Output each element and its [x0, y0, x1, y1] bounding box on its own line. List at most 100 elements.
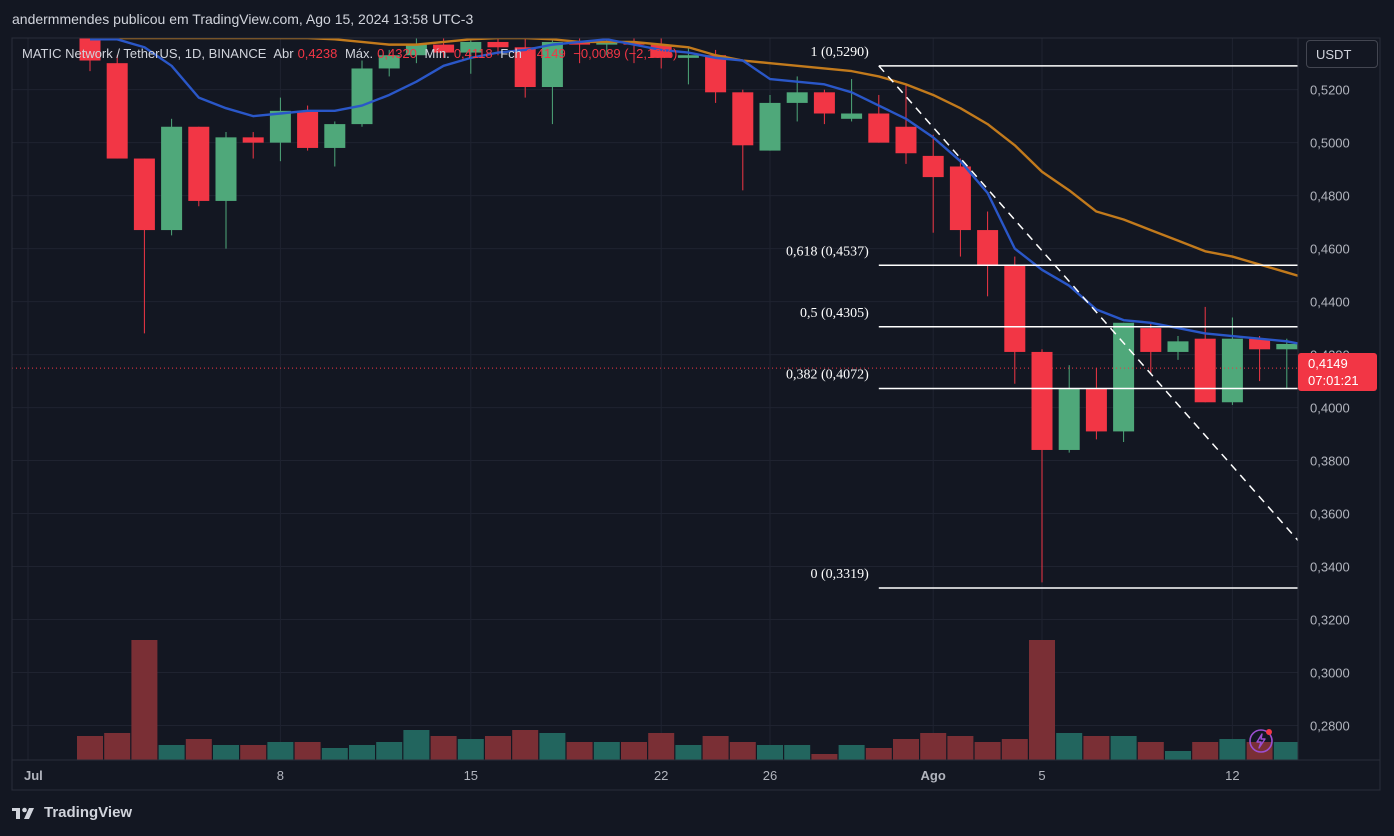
- legend-symbol: MATIC Network / TetherUS, 1D, BINANCE: [22, 46, 267, 61]
- legend-open-label: Abr: [273, 46, 294, 61]
- candle-body: [405, 44, 427, 56]
- candle-body: [133, 158, 155, 231]
- time-axis-tick-label: Ago: [921, 768, 946, 783]
- last-price-countdown: 07:01:21: [1308, 373, 1359, 388]
- time-axis-tick-label: 15: [464, 768, 478, 783]
- volume-bar: [294, 742, 321, 760]
- currency-button[interactable]: USDT: [1306, 40, 1378, 68]
- fib-level-label: 0,382 (0,4072): [786, 367, 869, 382]
- legend-low: 0,4118: [453, 46, 493, 61]
- candle-body: [759, 102, 781, 151]
- candle-body: [269, 110, 291, 143]
- candle-body: [1058, 389, 1080, 450]
- time-axis-tick-label: 12: [1225, 768, 1239, 783]
- candle-body: [977, 230, 999, 265]
- candle-body: [895, 126, 917, 154]
- fib-trend-line: [878, 65, 1298, 542]
- volume-bar: [865, 748, 892, 760]
- candle-body: [161, 126, 183, 231]
- price-axis-tick-label: 0,3200: [1310, 613, 1350, 628]
- volume-bar: [729, 742, 756, 760]
- volume-bar: [675, 745, 702, 760]
- volume-bar: [1273, 742, 1298, 760]
- volume-bar: [77, 736, 103, 760]
- tradingview-logo-icon: [12, 807, 34, 819]
- fib-level-label: 0 (0,3319): [810, 567, 869, 582]
- chart-border: [11, 37, 1381, 791]
- volume-bar: [376, 742, 403, 760]
- volume-bar: [104, 733, 131, 760]
- candle-body: [215, 137, 237, 201]
- price-axis-tick-label: 0,4600: [1310, 242, 1350, 257]
- candle-body: [1031, 351, 1053, 450]
- volume-bar: [485, 736, 511, 760]
- volume-bar: [566, 742, 593, 760]
- volume-bar: [349, 745, 375, 760]
- volume-bar: [185, 739, 212, 760]
- symbol-legend[interactable]: MATIC Network / TetherUS, 1D, BINANCE Ab…: [22, 46, 681, 61]
- volume-bar: [893, 739, 919, 760]
- candle-body: [705, 55, 727, 93]
- volume-bar: [1165, 751, 1191, 760]
- candle-body: [677, 55, 699, 58]
- candle-body: [297, 110, 319, 148]
- volume-bar: [1056, 733, 1083, 760]
- volume-bar: [947, 736, 974, 760]
- tradingview-brand: TradingView: [44, 804, 133, 821]
- price-axis-tick-label: 0,3800: [1310, 454, 1350, 469]
- last-price-value: 0,4149: [1308, 356, 1348, 371]
- volume-bar: [213, 745, 239, 760]
- volume-bar: [757, 745, 783, 760]
- time-axis-tick-label: Jul: [24, 768, 43, 783]
- candle-body: [1085, 389, 1107, 432]
- volume-bar: [430, 736, 457, 760]
- volume-bar: [702, 736, 729, 760]
- candle-body: [324, 124, 346, 148]
- candle-body: [732, 92, 754, 146]
- time-axis-tick-label: 26: [763, 768, 777, 783]
- legend-low-label: Mín.: [424, 46, 450, 61]
- last-price-tag: 0,4149 07:01:21: [1298, 353, 1377, 391]
- volume-bar: [512, 730, 539, 760]
- candle-body: [949, 166, 971, 231]
- candle-body: [541, 41, 563, 88]
- candle-body: [106, 63, 128, 159]
- candle-body: [1221, 338, 1243, 403]
- volume-bar: [158, 745, 185, 760]
- volume-bar: [321, 748, 348, 760]
- candle-body: [79, 38, 101, 61]
- price-axis-tick-label: 0,5000: [1310, 136, 1350, 151]
- flash-icon[interactable]: [1248, 728, 1274, 754]
- legend-high: 0,4320: [377, 46, 417, 61]
- plot-layer: [12, 38, 1298, 760]
- volume-bar: [1246, 742, 1273, 760]
- candle-body: [596, 41, 618, 45]
- volume-bar: [1001, 739, 1028, 760]
- volume-bar: [920, 733, 947, 760]
- volume-bar: [131, 640, 158, 760]
- candle-body: [922, 155, 944, 178]
- time-axis-tick-label: 8: [277, 768, 284, 783]
- volume-bar: [403, 730, 430, 760]
- candle-body: [569, 41, 591, 45]
- candle-body: [351, 68, 373, 125]
- volume-bar: [1219, 739, 1246, 760]
- volume-bar: [539, 733, 566, 760]
- legend-open: 0,4238: [297, 46, 338, 61]
- volume-bar: [593, 742, 620, 760]
- candle-body: [378, 55, 400, 69]
- tradingview-logo[interactable]: TradingView: [12, 804, 132, 821]
- time-axis-tick-label: 22: [654, 768, 668, 783]
- legend-close-label: Fch: [500, 46, 522, 61]
- candle-body: [242, 137, 264, 143]
- price-axis-tick-label: 0,2800: [1310, 718, 1350, 733]
- candle-body: [1113, 322, 1135, 432]
- volume-bar: [240, 745, 267, 760]
- volume-bar: [621, 742, 647, 760]
- candle-body: [1140, 328, 1162, 352]
- candle-body: [841, 113, 863, 119]
- volume-bar: [1110, 736, 1137, 760]
- time-axis-tick-label: 5: [1038, 768, 1045, 783]
- price-axis-tick-label: 0,4000: [1310, 401, 1350, 416]
